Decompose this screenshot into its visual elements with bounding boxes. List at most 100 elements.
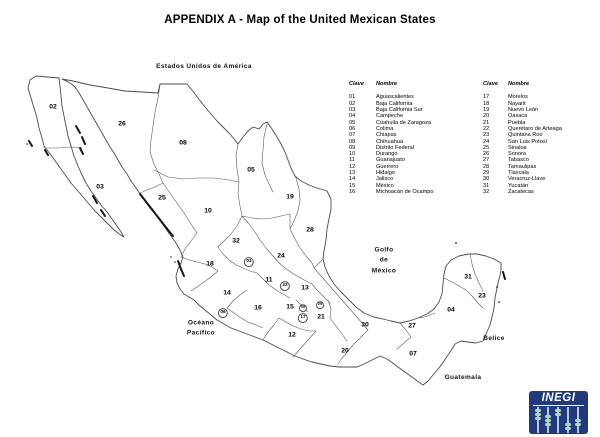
state-number-12: 12 <box>288 331 296 339</box>
state-number-31: 31 <box>464 273 472 281</box>
state-number-23: 23 <box>478 292 486 300</box>
legend-row: 05 Coahuila de Zaragoza <box>349 120 434 126</box>
state-number-16: 16 <box>254 304 262 312</box>
legend-state-code: 04 <box>349 113 356 120</box>
legend-state-name: San Luis Potosí <box>508 138 548 145</box>
state-number-26: 26 <box>118 120 126 128</box>
legend-row: 31 Yucatán <box>483 183 562 189</box>
legend-state-code: 12 <box>349 163 356 170</box>
state-number-18: 18 <box>206 260 214 268</box>
legend-state-code: 26 <box>483 151 490 158</box>
legend-state-code: 16 <box>349 189 356 195</box>
legend-state-code: 22 <box>483 125 490 132</box>
legend-state-code: 06 <box>349 125 356 132</box>
legend-state-name: Morelos <box>508 94 528 101</box>
legend-row: 28 Tamaulipas <box>483 164 562 170</box>
legend-state-name: Guanajuato <box>376 157 405 164</box>
legend-state-code: 15 <box>349 182 356 189</box>
legend-column-1: Clave Nombre 01 Aguascalientes 02 Baja Cali… <box>349 81 434 195</box>
state-number-03: 03 <box>96 183 104 191</box>
legend-state-code: 21 <box>483 119 490 126</box>
page-title: APPENDIX A - Map of the United Mexican S… <box>164 14 436 26</box>
state-number-05: 05 <box>247 166 255 174</box>
legend-state-name: Aguascalientes <box>376 94 414 101</box>
legend-state-name: Campeche <box>376 113 404 120</box>
legend-state-name: Michoacán de Ocampo <box>376 189 434 195</box>
legend-state-name: Guerrero <box>376 163 399 170</box>
legend-state-name: Nuevo León <box>508 106 539 113</box>
geo-label-guatemala: Guatemala <box>444 373 482 381</box>
legend-state-name: Oaxaca <box>508 113 528 120</box>
legend-column-2: Clave Nombre 17 Morelos 18 Nayarit 19 Nuevo L… <box>483 81 562 195</box>
state-number-30: 30 <box>361 321 369 329</box>
legend-state-name: Coahuila de Zaragoza <box>376 119 432 126</box>
state-number-08: 08 <box>179 139 187 147</box>
geo-label-belice: Belice <box>483 334 505 342</box>
geo-label-estados-unidos-de-america: Estados Unidos de América <box>156 62 252 70</box>
baja-peninsula-outline <box>27 75 125 238</box>
legend-state-code: 18 <box>483 100 490 107</box>
state-number-13: 13 <box>301 284 309 292</box>
legend-state-name: Chihuahua <box>376 138 404 145</box>
state-number-10: 10 <box>204 207 212 215</box>
legend-state-name: Tlaxcala <box>508 170 529 177</box>
islands <box>26 143 500 303</box>
legend-row: 04 Campeche <box>349 113 434 119</box>
legend-state-name: Distrito Federal <box>376 144 414 151</box>
legend-state-code: 11 <box>349 157 355 164</box>
legend-state-name: México <box>376 182 394 189</box>
legend-row: 01 Aguascalientes <box>349 94 434 100</box>
legend-row: 25 Sinaloa <box>483 145 562 151</box>
legend-state-code: 01 <box>349 94 356 101</box>
legend-rows: 01 Aguascalientes 02 Baja California 03 Baja … <box>349 94 434 195</box>
state-number-28: 28 <box>306 226 314 234</box>
legend-row: 13 Hidalgo <box>349 170 434 176</box>
legend-state-name: Puebla <box>508 119 526 126</box>
legend-state-code: 14 <box>349 176 356 183</box>
state-number-11: 11 <box>265 276 273 284</box>
legend-state-name: Baja California Sur <box>376 106 423 113</box>
legend-state-name: Tamaulipas <box>508 163 537 170</box>
legend-row: 14 Jalisco <box>349 176 434 182</box>
legend-row: 16 Michoacán de Ocampo <box>349 189 434 195</box>
legend-state-name: Veracruz-Llave <box>508 176 546 183</box>
state-number-09: 09 <box>299 304 307 312</box>
legend-state-name: Nayarit <box>508 100 526 107</box>
legend-state-code: 05 <box>349 119 356 126</box>
legend-row: 03 Baja California Sur <box>349 107 434 113</box>
legend-row: 15 México <box>349 183 434 189</box>
legend-state-name: Zacatecas <box>508 189 534 195</box>
legend-row: 24 San Luis Potosí <box>483 139 562 145</box>
state-number-02: 02 <box>49 103 57 111</box>
legend-row: 17 Morelos <box>483 94 562 100</box>
legend-row: 21 Puebla <box>483 120 562 126</box>
coastal-hatching <box>28 125 506 280</box>
state-number-24: 24 <box>277 252 285 260</box>
legend-row: 27 Tabasco <box>483 157 562 163</box>
legend-state-name: Hidalgo <box>376 170 395 177</box>
legend-state-name: Colima <box>376 125 394 132</box>
state-number-32: 32 <box>232 237 240 245</box>
state-number-21: 21 <box>317 313 325 321</box>
legend-state-code: 13 <box>349 170 356 177</box>
legend-state-code: 31 <box>483 182 490 189</box>
legend-state-code: 20 <box>483 113 490 120</box>
legend-state-name: Querétaro de Arteaga <box>508 125 562 132</box>
state-number-19: 19 <box>286 193 294 201</box>
inegi-logo-text: INEGI <box>533 392 584 406</box>
legend-row: 29 Tlaxcala <box>483 170 562 176</box>
legend-header: Clave Nombre <box>483 81 562 87</box>
state-number-25: 25 <box>158 194 166 202</box>
legend-nombre-header: Nombre <box>376 81 398 87</box>
legend-state-code: 03 <box>349 106 356 113</box>
legend-state-code: 10 <box>349 151 356 158</box>
legend-state-name: Durango <box>376 151 398 158</box>
legend-state-name: Sonora <box>508 151 527 158</box>
legend-row: 11 Guanajuato <box>349 157 434 163</box>
country-outline <box>27 75 502 386</box>
legend-state-name: Baja California <box>376 100 413 107</box>
state-number-06: 06 <box>217 308 229 318</box>
legend-state-code: 30 <box>483 176 490 183</box>
legend-state-code: 24 <box>483 138 490 145</box>
legend-row: 09 Distrito Federal <box>349 145 434 151</box>
